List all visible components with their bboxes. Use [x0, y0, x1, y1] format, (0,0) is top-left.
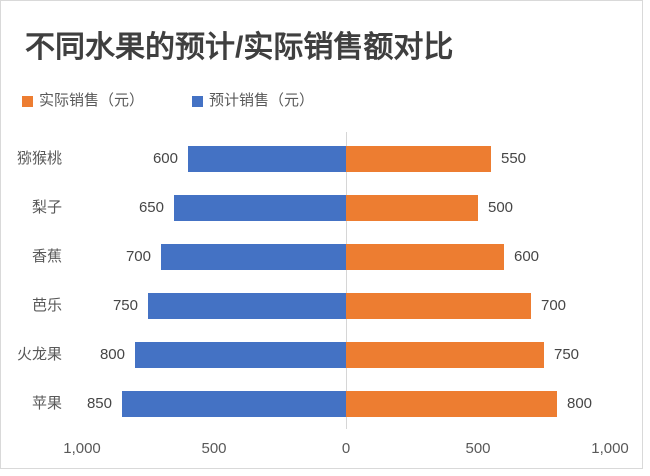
bar-forecast-芭乐	[148, 293, 346, 319]
legend: 实际销售（元） 预计销售（元）	[22, 93, 362, 109]
zero-axis-gridline	[345, 132, 347, 429]
data-label-actual-梨子: 500	[488, 199, 514, 216]
data-label-forecast-火龙果: 800	[99, 346, 125, 363]
bar-actual-芭乐	[346, 293, 531, 319]
x-axis-tick-3: 0	[341, 440, 351, 457]
data-label-forecast-香蕉: 700	[125, 248, 151, 265]
bar-actual-香蕉	[346, 244, 504, 270]
chart-title: 不同水果的预计/实际销售额对比	[25, 31, 454, 64]
category-label-5: 火龙果	[16, 346, 62, 363]
x-axis-tick-4: 500	[465, 440, 491, 457]
data-label-forecast-猕猴桃: 600	[152, 150, 178, 167]
data-label-actual-芭乐: 700	[541, 297, 567, 314]
category-label-1: 猕猴桃	[16, 150, 62, 167]
chart-frame-border	[0, 0, 643, 469]
legend-label-actual: 实际销售（元）	[39, 92, 145, 109]
bar-forecast-火龙果	[135, 342, 346, 368]
legend-item-actual: 实际销售（元）	[22, 93, 144, 109]
legend-marker-actual	[22, 95, 33, 107]
bar-forecast-苹果	[122, 391, 346, 417]
bar-actual-火龙果	[346, 342, 544, 368]
bar-forecast-猕猴桃	[188, 146, 346, 172]
legend-label-forecast: 预计销售（元）	[209, 92, 315, 109]
category-label-6: 苹果	[31, 395, 62, 412]
data-label-actual-苹果: 800	[567, 395, 593, 412]
data-label-forecast-梨子: 650	[138, 199, 164, 216]
category-label-3: 香蕉	[31, 248, 62, 265]
data-label-forecast-苹果: 850	[86, 395, 112, 412]
x-axis-tick-1: 1,000	[63, 440, 101, 457]
data-label-actual-香蕉: 600	[514, 248, 540, 265]
data-label-actual-猕猴桃: 550	[501, 150, 527, 167]
bar-actual-苹果	[346, 391, 557, 417]
legend-marker-forecast	[192, 95, 204, 107]
x-axis-tick-2: 500	[201, 440, 227, 457]
bar-actual-猕猴桃	[346, 146, 491, 172]
data-label-actual-火龙果: 750	[554, 346, 580, 363]
bar-forecast-梨子	[174, 195, 346, 221]
legend-item-forecast: 预计销售（元）	[192, 93, 314, 109]
bar-actual-梨子	[346, 195, 478, 221]
data-label-forecast-芭乐: 750	[112, 297, 138, 314]
bar-forecast-香蕉	[161, 244, 346, 270]
x-axis-tick-5: 1,000	[591, 440, 629, 457]
category-label-4: 芭乐	[31, 297, 62, 314]
category-label-2: 梨子	[31, 199, 62, 216]
